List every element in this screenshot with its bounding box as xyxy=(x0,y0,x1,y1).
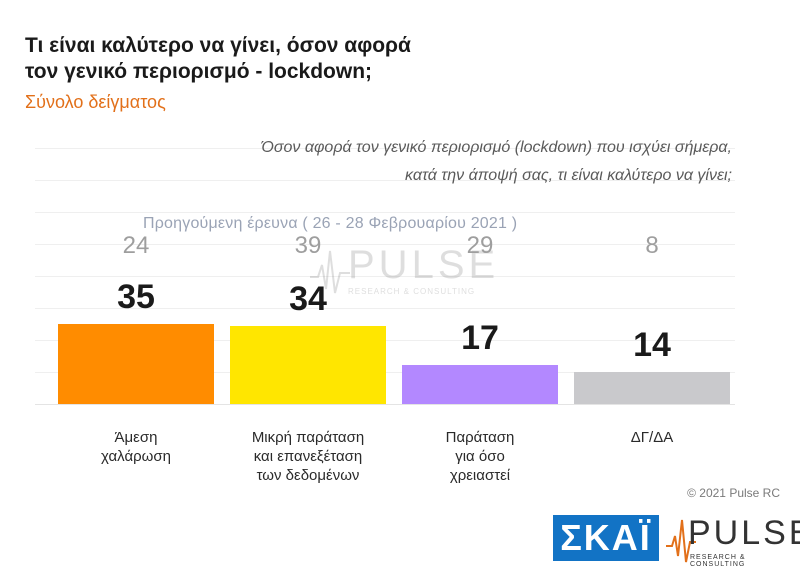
pulse-watermark: PULSE RESEARCH & CONSULTING xyxy=(310,243,500,303)
bar xyxy=(58,324,214,404)
watermark-text: PULSE xyxy=(348,243,500,287)
watermark-subtext: RESEARCH & CONSULTING xyxy=(348,287,476,296)
category-label: Μικρή παράταση και επανεξέταση των δεδομ… xyxy=(251,429,365,484)
previous-value-label: 39 xyxy=(294,232,322,259)
question-text: Όσον αφορά τον γενικό περιορισμό (lockdo… xyxy=(172,134,732,190)
category-label: Παράταση για όσο χρειαστεί xyxy=(445,429,515,484)
gridline xyxy=(35,148,735,149)
chart-subtitle: Σύνολο δείγματος xyxy=(25,92,166,112)
gridline xyxy=(35,308,735,309)
previous-survey-label: Προηγούμενη έρευνα ( 26 - 28 Φεβρουαρίου… xyxy=(143,215,518,232)
copyright-text: © 2021 Pulse RC xyxy=(687,486,780,500)
bar xyxy=(230,326,386,404)
bar-value-label: 14 xyxy=(633,326,671,364)
question-line-1: Όσον αφορά τον γενικό περιορισμό (lockdo… xyxy=(261,139,732,156)
gridline xyxy=(35,244,735,245)
bar-value-label: 17 xyxy=(461,319,499,358)
category-label: ΔΓ/ΔΑ xyxy=(630,429,674,446)
previous-value-label: 24 xyxy=(122,232,150,259)
skai-logo: ΣΚΑΪ xyxy=(553,515,659,561)
previous-value-label: 8 xyxy=(645,232,659,259)
bar xyxy=(574,372,730,404)
pulse-logo-wave-icon xyxy=(666,519,696,563)
title-line-2: τον γενικό περιορισμό - lockdown; xyxy=(25,60,373,83)
gridline xyxy=(35,276,735,277)
gridline xyxy=(35,212,735,213)
pulse-logo-subtext: RESEARCH & CONSULTING xyxy=(690,554,746,568)
category-label: Άμεση χαλάρωση xyxy=(101,429,171,465)
question-line-2: κατά την άποψή σας, τι είναι καλύτερο να… xyxy=(405,167,732,184)
bar-value-label: 35 xyxy=(117,278,155,316)
pulse-wave-icon xyxy=(310,250,350,294)
previous-value-label: 29 xyxy=(466,232,494,259)
bar-value-label: 34 xyxy=(289,280,327,319)
bar xyxy=(402,365,558,404)
chart-title: Τι είναι καλύτερο να γίνει, όσον αφορά τ… xyxy=(25,33,411,85)
title-line-1: Τι είναι καλύτερο να γίνει, όσον αφορά xyxy=(25,34,411,57)
pulse-logo-text: PULSE xyxy=(688,514,800,552)
pulse-logo: PULSE RESEARCH & CONSULTING xyxy=(666,512,800,568)
gridline xyxy=(35,180,735,181)
chart-baseline xyxy=(35,404,735,405)
